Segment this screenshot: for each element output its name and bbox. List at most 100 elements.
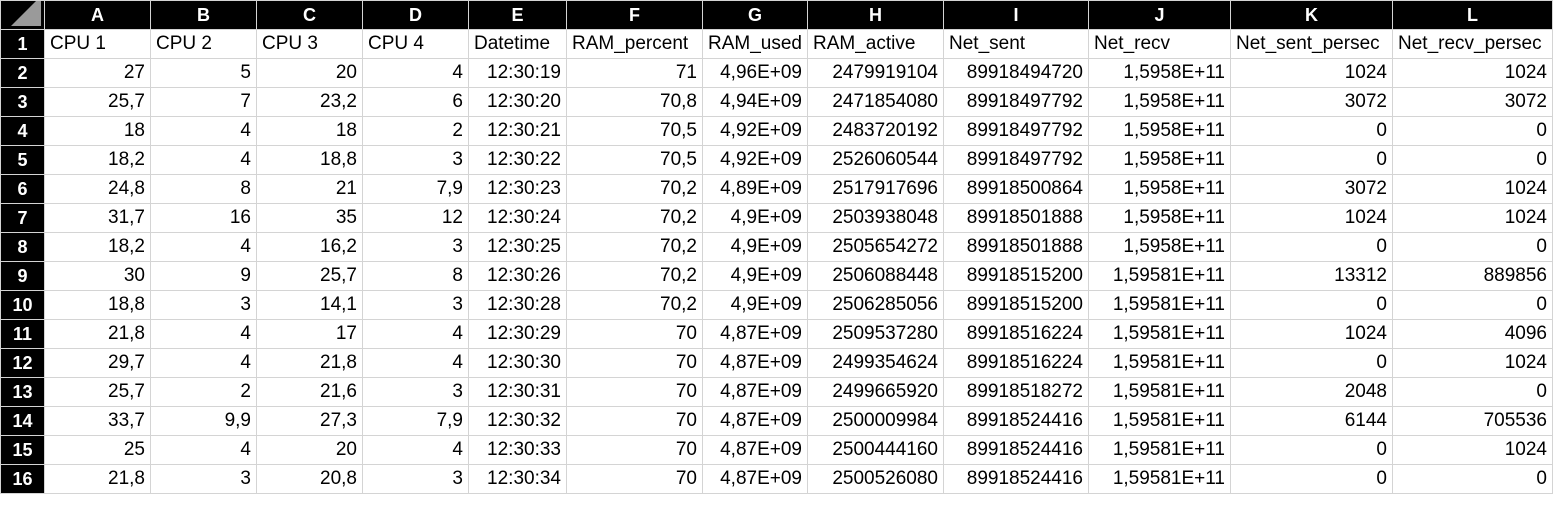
- data-cell[interactable]: 1,59581E+11: [1088, 290, 1231, 320]
- data-cell[interactable]: 20,8: [256, 464, 363, 494]
- data-cell[interactable]: 89918494720: [943, 58, 1089, 88]
- data-cell[interactable]: 9,9: [150, 406, 257, 436]
- column-header-j[interactable]: J: [1088, 0, 1231, 30]
- data-cell[interactable]: 4: [362, 435, 469, 465]
- row-header[interactable]: 10: [0, 290, 45, 320]
- column-header-h[interactable]: H: [807, 0, 944, 30]
- data-cell[interactable]: 70: [566, 464, 703, 494]
- data-cell[interactable]: 12:30:33: [468, 435, 567, 465]
- data-cell[interactable]: 18: [256, 116, 363, 146]
- data-cell[interactable]: 4: [362, 58, 469, 88]
- row-header[interactable]: 15: [0, 435, 45, 465]
- data-cell[interactable]: 13312: [1230, 261, 1393, 291]
- data-cell[interactable]: 4: [362, 319, 469, 349]
- data-cell[interactable]: 89918518272: [943, 377, 1089, 407]
- row-header[interactable]: 12: [0, 348, 45, 378]
- header-cell[interactable]: RAM_percent: [566, 29, 703, 59]
- data-cell[interactable]: 4: [362, 348, 469, 378]
- data-cell[interactable]: 1,5958E+11: [1088, 174, 1231, 204]
- header-cell[interactable]: RAM_active: [807, 29, 944, 59]
- data-cell[interactable]: 0: [1230, 348, 1393, 378]
- data-cell[interactable]: 2517917696: [807, 174, 944, 204]
- data-cell[interactable]: 70,5: [566, 116, 703, 146]
- data-cell[interactable]: 27: [44, 58, 151, 88]
- header-cell[interactable]: Net_recv_persec: [1392, 29, 1553, 59]
- data-cell[interactable]: 1,59581E+11: [1088, 406, 1231, 436]
- data-cell[interactable]: 70: [566, 319, 703, 349]
- data-cell[interactable]: 3072: [1230, 174, 1393, 204]
- data-cell[interactable]: 2500444160: [807, 435, 944, 465]
- data-cell[interactable]: 89918501888: [943, 232, 1089, 262]
- data-cell[interactable]: 70: [566, 377, 703, 407]
- data-cell[interactable]: 21: [256, 174, 363, 204]
- data-cell[interactable]: 6: [362, 87, 469, 117]
- data-cell[interactable]: 2526060544: [807, 145, 944, 175]
- data-cell[interactable]: 0: [1392, 145, 1553, 175]
- data-cell[interactable]: 1,5958E+11: [1088, 232, 1231, 262]
- data-cell[interactable]: 30: [44, 261, 151, 291]
- data-cell[interactable]: 89918516224: [943, 348, 1089, 378]
- data-cell[interactable]: 70: [566, 435, 703, 465]
- data-cell[interactable]: 35: [256, 203, 363, 233]
- data-cell[interactable]: 4: [150, 145, 257, 175]
- data-cell[interactable]: 12:30:22: [468, 145, 567, 175]
- data-cell[interactable]: 24,8: [44, 174, 151, 204]
- data-cell[interactable]: 2471854080: [807, 87, 944, 117]
- header-cell[interactable]: Net_sent_persec: [1230, 29, 1393, 59]
- row-header[interactable]: 9: [0, 261, 45, 291]
- data-cell[interactable]: 89918515200: [943, 261, 1089, 291]
- row-header[interactable]: 14: [0, 406, 45, 436]
- data-cell[interactable]: 89918501888: [943, 203, 1089, 233]
- data-cell[interactable]: 89918497792: [943, 87, 1089, 117]
- data-cell[interactable]: 33,7: [44, 406, 151, 436]
- data-cell[interactable]: 2: [150, 377, 257, 407]
- data-cell[interactable]: 4,87E+09: [702, 406, 808, 436]
- data-cell[interactable]: 21,8: [44, 319, 151, 349]
- data-cell[interactable]: 12:30:30: [468, 348, 567, 378]
- data-cell[interactable]: 889856: [1392, 261, 1553, 291]
- data-cell[interactable]: 9: [150, 261, 257, 291]
- data-cell[interactable]: 2048: [1230, 377, 1393, 407]
- data-cell[interactable]: 12:30:28: [468, 290, 567, 320]
- data-cell[interactable]: 3072: [1392, 87, 1553, 117]
- data-cell[interactable]: 89918524416: [943, 406, 1089, 436]
- data-cell[interactable]: 25,7: [256, 261, 363, 291]
- data-cell[interactable]: 70,2: [566, 232, 703, 262]
- data-cell[interactable]: 70,2: [566, 261, 703, 291]
- data-cell[interactable]: 0: [1392, 290, 1553, 320]
- data-cell[interactable]: 0: [1230, 290, 1393, 320]
- data-cell[interactable]: 1,5958E+11: [1088, 87, 1231, 117]
- data-cell[interactable]: 4,87E+09: [702, 348, 808, 378]
- data-cell[interactable]: 14,1: [256, 290, 363, 320]
- data-cell[interactable]: 4,96E+09: [702, 58, 808, 88]
- data-cell[interactable]: 4,9E+09: [702, 232, 808, 262]
- data-cell[interactable]: 21,8: [44, 464, 151, 494]
- data-cell[interactable]: 18,8: [44, 290, 151, 320]
- row-header[interactable]: 3: [0, 87, 45, 117]
- data-cell[interactable]: 25,7: [44, 377, 151, 407]
- data-cell[interactable]: 1024: [1392, 435, 1553, 465]
- data-cell[interactable]: 1,5958E+11: [1088, 58, 1231, 88]
- header-cell[interactable]: CPU 1: [44, 29, 151, 59]
- data-cell[interactable]: 12:30:29: [468, 319, 567, 349]
- column-header-f[interactable]: F: [566, 0, 703, 30]
- data-cell[interactable]: 18,8: [256, 145, 363, 175]
- data-cell[interactable]: 1024: [1230, 319, 1393, 349]
- data-cell[interactable]: 20: [256, 435, 363, 465]
- row-header[interactable]: 7: [0, 203, 45, 233]
- column-header-k[interactable]: K: [1230, 0, 1393, 30]
- column-header-d[interactable]: D: [362, 0, 469, 30]
- select-all-corner[interactable]: [0, 0, 45, 30]
- data-cell[interactable]: 3: [362, 377, 469, 407]
- data-cell[interactable]: 70: [566, 406, 703, 436]
- data-cell[interactable]: 12:30:26: [468, 261, 567, 291]
- data-cell[interactable]: 705536: [1392, 406, 1553, 436]
- data-cell[interactable]: 5: [150, 58, 257, 88]
- data-cell[interactable]: 70,2: [566, 203, 703, 233]
- data-cell[interactable]: 12:30:20: [468, 87, 567, 117]
- data-cell[interactable]: 21,6: [256, 377, 363, 407]
- data-cell[interactable]: 7,9: [362, 406, 469, 436]
- data-cell[interactable]: 6144: [1230, 406, 1393, 436]
- data-cell[interactable]: 1,5958E+11: [1088, 203, 1231, 233]
- data-cell[interactable]: 16: [150, 203, 257, 233]
